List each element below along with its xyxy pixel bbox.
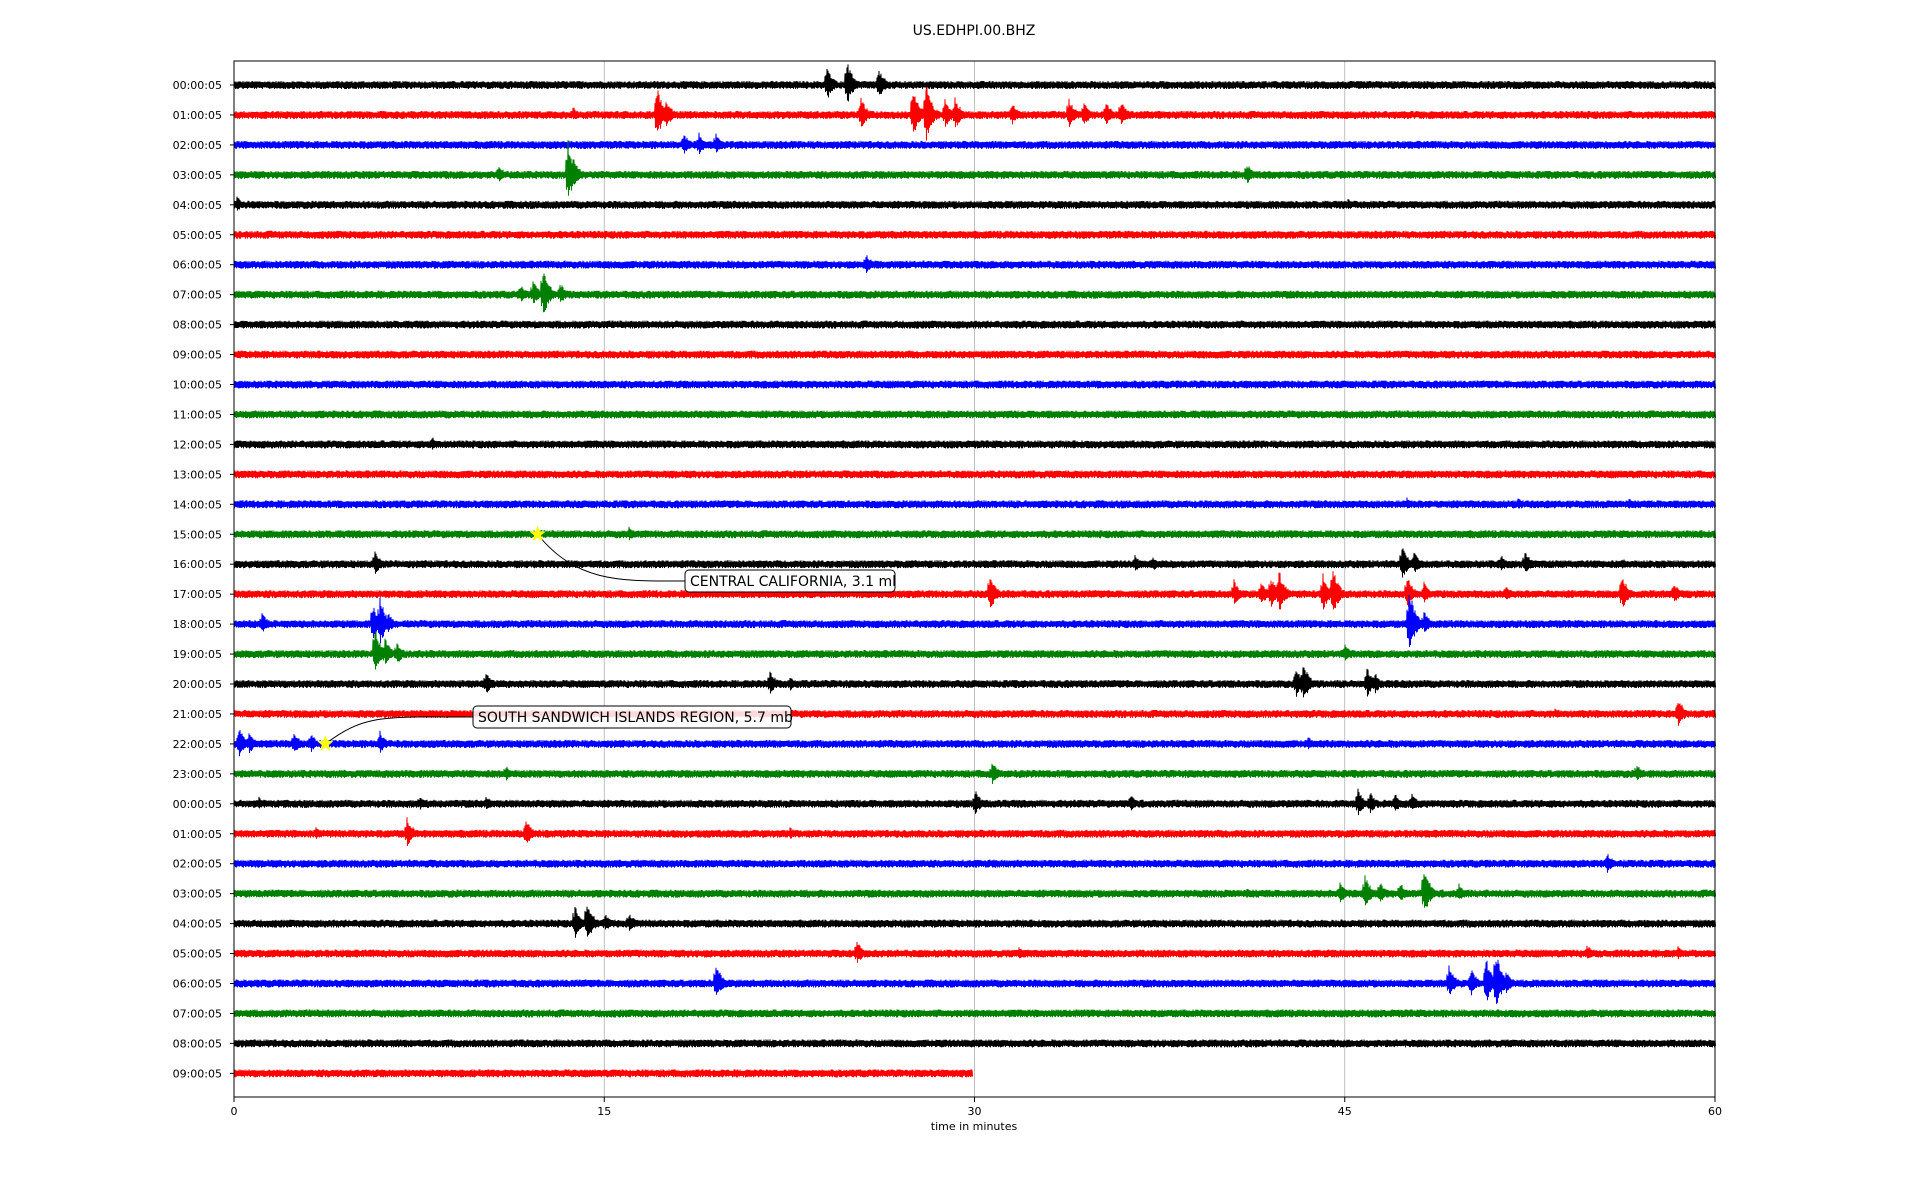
trace-row-22	[233, 729, 1716, 757]
trace-row-5	[233, 230, 1716, 239]
trace-row-25	[233, 817, 1716, 847]
row-time-label: 15:00:05	[173, 528, 222, 541]
x-tick-label: 45	[1338, 1105, 1352, 1118]
row-time-label: 14:00:05	[173, 498, 222, 511]
x-axis-ticks: 0 15 30 45 60	[231, 1097, 1722, 1118]
row-time-label: 22:00:05	[173, 738, 222, 751]
trace-row-1	[233, 87, 1716, 141]
x-tick-label: 0	[231, 1105, 238, 1118]
row-time-label: 18:00:05	[173, 618, 222, 631]
plot-frame	[233, 60, 1716, 1098]
row-time-label: 03:00:05	[173, 169, 222, 182]
trace-row-12	[233, 437, 1716, 450]
annotation-text: SOUTH SANDWICH ISLANDS REGION, 5.7 mb	[478, 710, 793, 726]
event-star-marker	[317, 735, 334, 751]
row-time-label: 07:00:05	[173, 289, 222, 302]
trace-row-8	[233, 320, 1716, 329]
trace-row-31	[233, 1009, 1716, 1018]
trace-row-18	[233, 595, 1716, 647]
annotation-box	[472, 705, 792, 729]
row-time-label: 09:00:05	[173, 1067, 222, 1080]
x-axis-label: time in minutes	[931, 1120, 1018, 1133]
trace-row-9	[233, 350, 1716, 359]
row-time-label: 05:00:05	[173, 948, 222, 961]
annotation-connector	[325, 716, 474, 745]
row-time-label: 01:00:05	[173, 109, 222, 122]
event-star-marker	[529, 525, 546, 542]
row-time-label: 17:00:05	[173, 588, 222, 601]
trace-row-30	[233, 959, 1716, 1004]
row-time-label: 08:00:05	[173, 1037, 222, 1050]
row-time-label: 05:00:05	[173, 229, 222, 242]
trace-row-20	[233, 667, 1716, 698]
trace-row-0	[233, 64, 1716, 102]
trace-row-26	[233, 854, 1716, 873]
annotation-box	[684, 569, 896, 593]
row-time-label: 04:00:05	[173, 918, 222, 931]
trace-row-6	[233, 255, 1716, 273]
row-time-label: 23:00:05	[173, 768, 222, 781]
event-annotations: CENTRAL CALIFORNIA, 3.1 ml SOUTH SANDWICH…	[317, 525, 896, 751]
trace-row-2	[233, 132, 1716, 155]
row-time-label: 19:00:05	[173, 648, 222, 661]
trace-row-7	[233, 273, 1716, 313]
trace-rows	[233, 64, 1716, 1078]
row-time-label: 01:00:05	[173, 828, 222, 841]
trace-row-23	[233, 763, 1716, 785]
row-time-label: 09:00:05	[173, 349, 222, 362]
annotation-connector	[537, 533, 686, 582]
trace-row-24	[233, 788, 1716, 816]
trace-row-33	[233, 1069, 973, 1078]
row-time-label: 16:00:05	[173, 558, 222, 571]
trace-row-14	[233, 497, 1716, 509]
trace-row-15	[233, 526, 1716, 541]
x-tick-label: 60	[1708, 1105, 1722, 1118]
trace-row-10	[233, 380, 1716, 389]
trace-row-11	[233, 410, 1716, 419]
trace-row-29	[233, 941, 1716, 963]
row-time-label: 06:00:05	[173, 259, 222, 272]
row-time-labels: 00:00:05 01:00:05 02:00:05 03:00:05 04:00:05…	[173, 79, 234, 1080]
trace-row-32	[233, 1039, 1716, 1048]
row-time-label: 07:00:05	[173, 1007, 222, 1020]
row-time-label: 12:00:05	[173, 438, 222, 451]
trace-row-27	[233, 874, 1716, 908]
trace-row-19	[233, 631, 1716, 670]
row-time-label: 11:00:05	[173, 408, 222, 421]
x-tick-label: 30	[968, 1105, 982, 1118]
row-time-label: 08:00:05	[173, 319, 222, 332]
row-time-label: 02:00:05	[173, 858, 222, 871]
row-time-label: 06:00:05	[173, 978, 222, 991]
trace-row-3	[233, 140, 1716, 196]
trace-row-4	[233, 196, 1716, 211]
trace-row-17	[233, 571, 1716, 610]
trace-row-13	[233, 470, 1716, 479]
row-time-label: 00:00:05	[173, 79, 222, 92]
row-time-label: 04:00:05	[173, 199, 222, 212]
row-time-label: 13:00:05	[173, 468, 222, 481]
row-time-label: 02:00:05	[173, 139, 222, 152]
row-time-label: 21:00:05	[173, 708, 222, 721]
trace-row-16	[233, 548, 1716, 578]
annotation-text: CENTRAL CALIFORNIA, 3.1 ml	[690, 574, 896, 590]
row-time-label: 03:00:05	[173, 888, 222, 901]
row-time-label: 20:00:05	[173, 678, 222, 691]
x-tick-label: 15	[597, 1105, 611, 1118]
chart-title: US.EDHPI.00.BHZ	[913, 23, 1036, 39]
row-time-label: 00:00:05	[173, 798, 222, 811]
trace-row-28	[233, 906, 1716, 938]
row-time-label: 10:00:05	[173, 379, 222, 392]
